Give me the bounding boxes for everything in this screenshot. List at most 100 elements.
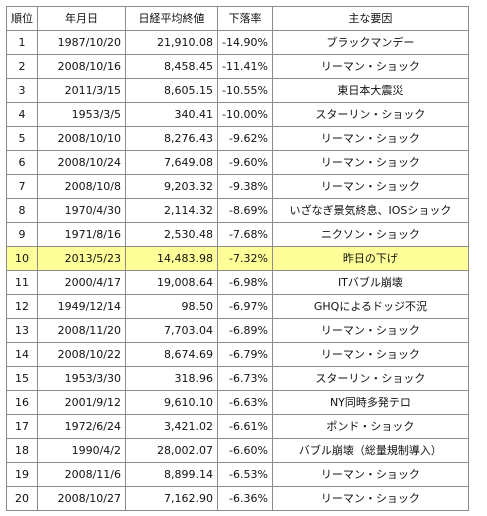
cell-date: 1987/10/20: [37, 30, 126, 55]
table-body: 1 1987/10/20 21,910.08 -14.90% ブラックマンデー 2 2008…: [6, 30, 469, 511]
header-decline: 下落率: [217, 6, 273, 31]
cell-cause: リーマン・ショック: [271, 174, 469, 199]
cell-rank: 14: [6, 342, 38, 367]
table-row: 1 1987/10/20 21,910.08 -14.90% ブラックマンデー: [6, 30, 469, 55]
cell-cause: リーマン・ショック: [271, 54, 469, 79]
cell-rank: 8: [6, 198, 38, 223]
cell-rank: 10: [6, 246, 38, 271]
cell-decline: -6.63%: [217, 390, 273, 415]
cell-decline: -6.60%: [217, 438, 273, 463]
cell-cause: 昨日の下げ: [271, 246, 469, 271]
cell-rank: 19: [6, 462, 38, 487]
cell-decline: -6.79%: [217, 342, 273, 367]
cell-close: 7,162.90: [125, 486, 218, 511]
table-row: 14 2008/10/22 8,674.69 -6.79% リーマン・ショック: [6, 342, 469, 367]
table-row: 2 2008/10/16 8,458.45 -11.41% リーマン・ショック: [6, 54, 469, 79]
cell-rank: 7: [6, 174, 38, 199]
table-row: 5 2008/10/10 8,276.43 -9.62% リーマン・ショック: [6, 126, 469, 151]
cell-cause: リーマン・ショック: [271, 486, 469, 511]
table-row: 7 2008/10/8 9,203.32 -9.38% リーマン・ショック: [6, 174, 469, 199]
table-row: 11 2000/4/17 19,008.64 -6.98% ITバブル崩壊: [6, 270, 469, 295]
table-row: 8 1970/4/30 2,114.32 -8.69% いざなぎ景気終息、IOSショック: [6, 198, 469, 223]
cell-cause: いざなぎ景気終息、IOSショック: [271, 198, 469, 223]
table-row-highlighted: 10 2013/5/23 14,483.98 -7.32% 昨日の下げ: [6, 246, 469, 271]
cell-close: 14,483.98: [125, 246, 218, 271]
header-rank: 順位: [6, 6, 38, 31]
cell-cause: リーマン・ショック: [271, 462, 469, 487]
cell-rank: 3: [6, 78, 38, 103]
cell-date: 2008/11/6: [37, 462, 126, 487]
cell-close: 8,276.43: [125, 126, 218, 151]
cell-close: 19,008.64: [125, 270, 218, 295]
cell-decline: -8.69%: [217, 198, 273, 223]
cell-date: 1949/12/14: [37, 294, 126, 319]
cell-decline: -6.53%: [217, 462, 273, 487]
cell-close: 8,458.45: [125, 54, 218, 79]
cell-close: 9,610.10: [125, 390, 218, 415]
cell-close: 318.96: [125, 366, 218, 391]
cell-decline: -9.38%: [217, 174, 273, 199]
cell-date: 1953/3/5: [37, 102, 126, 127]
cell-rank: 17: [6, 414, 38, 439]
cell-date: 1953/3/30: [37, 366, 126, 391]
table-row: 12 1949/12/14 98.50 -6.97% GHQによるドッジ不況: [6, 294, 469, 319]
cell-close: 7,649.08: [125, 150, 218, 175]
ranking-sheet: 順位 年月日 日経平均終値 下落率 主な要因 1 1987/10/20 21,910…: [6, 6, 469, 511]
cell-decline: -9.62%: [217, 126, 273, 151]
cell-cause: スターリン・ショック: [271, 102, 469, 127]
cell-rank: 6: [6, 150, 38, 175]
header-date: 年月日: [37, 6, 126, 31]
cell-decline: -14.90%: [217, 30, 273, 55]
table-row: 18 1990/4/2 28,002.07 -6.60% バブル崩壊（総量規制導入）: [6, 438, 469, 463]
cell-date: 2008/10/8: [37, 174, 126, 199]
cell-date: 2008/10/27: [37, 486, 126, 511]
cell-cause: 東日本大震災: [271, 78, 469, 103]
cell-date: 2013/5/23: [37, 246, 126, 271]
cell-cause: ニクソン・ショック: [271, 222, 469, 247]
cell-date: 2011/3/15: [37, 78, 126, 103]
cell-rank: 18: [6, 438, 38, 463]
cell-cause: バブル崩壊（総量規制導入）: [271, 438, 469, 463]
cell-decline: -6.98%: [217, 270, 273, 295]
cell-cause: リーマン・ショック: [271, 342, 469, 367]
cell-rank: 11: [6, 270, 38, 295]
table-row: 3 2011/3/15 8,605.15 -10.55% 東日本大震災: [6, 78, 469, 103]
cell-date: 1971/8/16: [37, 222, 126, 247]
cell-date: 2008/10/22: [37, 342, 126, 367]
cell-decline: -7.32%: [217, 246, 273, 271]
cell-rank: 20: [6, 486, 38, 511]
cell-decline: -9.60%: [217, 150, 273, 175]
cell-date: 1970/4/30: [37, 198, 126, 223]
cell-decline: -10.00%: [217, 102, 273, 127]
cell-close: 8,605.15: [125, 78, 218, 103]
cell-decline: -6.89%: [217, 318, 273, 343]
cell-decline: -6.61%: [217, 414, 273, 439]
cell-close: 98.50: [125, 294, 218, 319]
cell-decline: -6.36%: [217, 486, 273, 511]
cell-close: 21,910.08: [125, 30, 218, 55]
table-row: 4 1953/3/5 340.41 -10.00% スターリン・ショック: [6, 102, 469, 127]
cell-date: 1990/4/2: [37, 438, 126, 463]
cell-decline: -10.55%: [217, 78, 273, 103]
cell-cause: ポンド・ショック: [271, 414, 469, 439]
cell-date: 2001/9/12: [37, 390, 126, 415]
cell-date: 2000/4/17: [37, 270, 126, 295]
cell-close: 340.41: [125, 102, 218, 127]
table-row: 9 1971/8/16 2,530.48 -7.68% ニクソン・ショック: [6, 222, 469, 247]
cell-decline: -7.68%: [217, 222, 273, 247]
cell-cause: リーマン・ショック: [271, 150, 469, 175]
cell-decline: -6.73%: [217, 366, 273, 391]
cell-close: 3,421.02: [125, 414, 218, 439]
header-close: 日経平均終値: [125, 6, 218, 31]
cell-close: 9,203.32: [125, 174, 218, 199]
cell-cause: GHQによるドッジ不況: [271, 294, 469, 319]
cell-close: 8,899.14: [125, 462, 218, 487]
cell-decline: -6.97%: [217, 294, 273, 319]
cell-close: 28,002.07: [125, 438, 218, 463]
table-row: 15 1953/3/30 318.96 -6.73% スターリン・ショック: [6, 366, 469, 391]
cell-rank: 5: [6, 126, 38, 151]
table-row: 20 2008/10/27 7,162.90 -6.36% リーマン・ショック: [6, 486, 469, 511]
header-cause: 主な要因: [271, 6, 469, 31]
table-row: 17 1972/6/24 3,421.02 -6.61% ポンド・ショック: [6, 414, 469, 439]
cell-cause: ブラックマンデー: [271, 30, 469, 55]
